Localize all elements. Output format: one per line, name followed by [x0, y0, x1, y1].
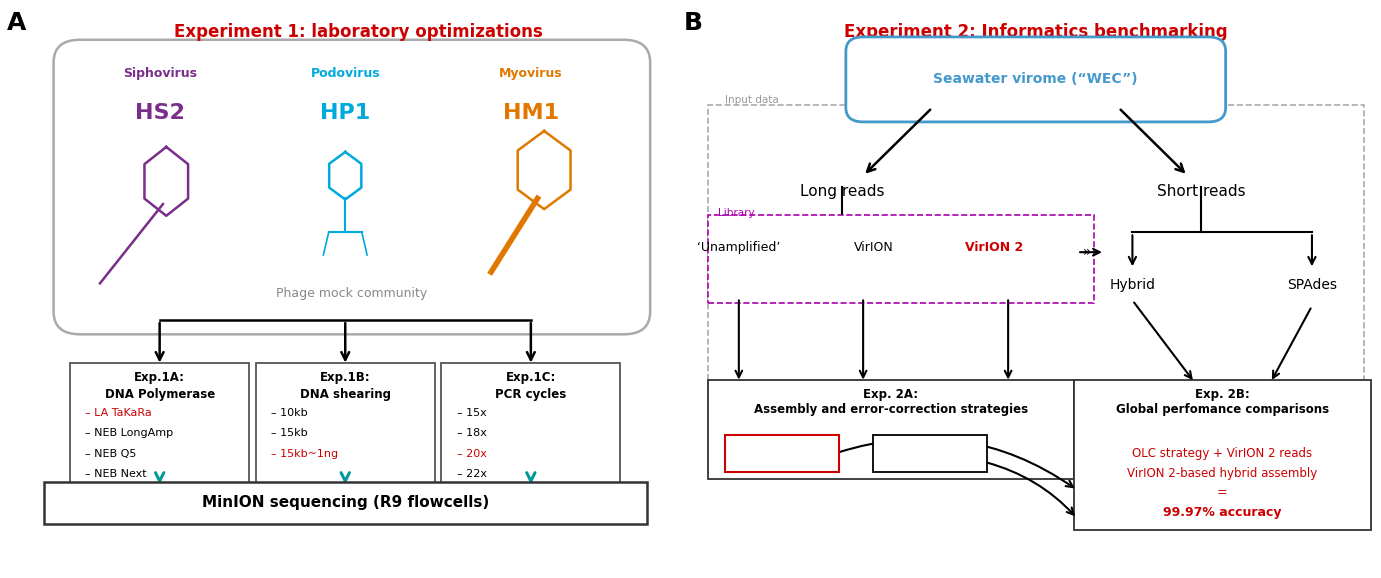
Text: MinION sequencing (R9 flowcells): MinION sequencing (R9 flowcells) [202, 495, 489, 510]
Text: Short reads: Short reads [1157, 184, 1246, 199]
FancyBboxPatch shape [707, 216, 1094, 303]
Text: A: A [7, 12, 26, 35]
Text: – LA TaKaRa: – LA TaKaRa [86, 408, 152, 418]
Text: – NEB LongAmp: – NEB LongAmp [86, 428, 174, 438]
Text: Exp. 2B:
Global perfomance comparisons: Exp. 2B: Global perfomance comparisons [1116, 388, 1329, 416]
Text: VirION: VirION [853, 241, 894, 254]
Text: HP1: HP1 [320, 103, 370, 124]
Text: Flye strategy: Flye strategy [895, 449, 967, 459]
FancyBboxPatch shape [845, 37, 1226, 122]
Text: Phage mock community: Phage mock community [276, 287, 428, 301]
Text: – 10kb: – 10kb [271, 408, 308, 418]
FancyBboxPatch shape [255, 362, 435, 484]
Text: Experiment 2: Informatics benchmarking: Experiment 2: Informatics benchmarking [844, 23, 1228, 41]
Text: VirION 2: VirION 2 [965, 241, 1023, 254]
Text: SPAdes: SPAdes [1287, 277, 1337, 292]
Text: – 15kb: – 15kb [271, 428, 308, 438]
Text: OLC strategy + VirION 2 reads: OLC strategy + VirION 2 reads [1132, 447, 1312, 460]
Text: HS2: HS2 [135, 103, 185, 124]
FancyBboxPatch shape [1074, 380, 1370, 529]
Text: Siphovirus: Siphovirus [123, 67, 196, 80]
FancyBboxPatch shape [44, 481, 646, 524]
Text: VirION 2-based hybrid assembly: VirION 2-based hybrid assembly [1127, 466, 1317, 480]
Text: B: B [684, 12, 703, 35]
Text: Input data: Input data [725, 95, 779, 105]
FancyBboxPatch shape [442, 362, 620, 484]
Text: – 15x: – 15x [457, 408, 486, 418]
FancyBboxPatch shape [874, 435, 987, 472]
Text: OLC strategy: OLC strategy [746, 449, 819, 459]
FancyBboxPatch shape [70, 362, 249, 484]
Text: Experiment 1: laboratory optimizations: Experiment 1: laboratory optimizations [174, 23, 543, 41]
Text: – 15kb~1ng: – 15kb~1ng [271, 449, 338, 459]
Text: Podovirus: Podovirus [311, 67, 380, 80]
Text: – NEB Next: – NEB Next [86, 469, 146, 479]
Text: »: » [1083, 245, 1091, 259]
FancyBboxPatch shape [707, 380, 1074, 479]
Text: =: = [1217, 487, 1228, 499]
Text: Seawater virome (“WEC”): Seawater virome (“WEC”) [934, 72, 1138, 87]
Text: Exp.1A:
DNA Polymerase: Exp.1A: DNA Polymerase [105, 371, 215, 401]
Text: – NEB Q5: – NEB Q5 [86, 449, 137, 459]
FancyBboxPatch shape [54, 40, 650, 334]
Text: – 20x: – 20x [457, 449, 486, 459]
Text: – 22x: – 22x [457, 469, 486, 479]
FancyBboxPatch shape [725, 435, 838, 472]
Text: Exp.1C:
PCR cycles: Exp.1C: PCR cycles [496, 371, 566, 401]
Text: ‘Unamplified’: ‘Unamplified’ [697, 241, 780, 254]
Text: Myovirus: Myovirus [499, 67, 562, 80]
Text: Hybrid: Hybrid [1109, 277, 1156, 292]
Text: HM1: HM1 [503, 103, 559, 124]
Text: – 18x: – 18x [457, 428, 486, 438]
Text: 99.97% accuracy: 99.97% accuracy [1163, 506, 1282, 519]
Text: Exp.1B:
DNA shearing: Exp.1B: DNA shearing [300, 371, 391, 401]
Text: Long reads: Long reads [800, 184, 885, 199]
Text: Exp. 2A:
Assembly and error-correction strategies: Exp. 2A: Assembly and error-correction s… [754, 388, 1027, 416]
Text: Library: Library [718, 208, 755, 218]
